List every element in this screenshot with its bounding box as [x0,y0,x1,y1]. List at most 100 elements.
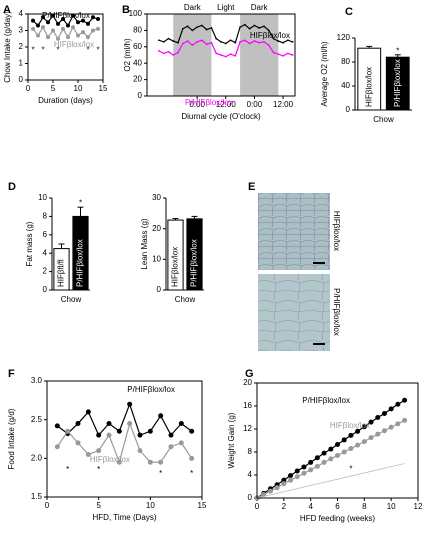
y-tick-label: 0 [248,493,253,502]
point [76,20,80,25]
point [253,24,256,27]
point [106,421,112,427]
point [402,417,408,423]
point [191,29,194,32]
scale-bar [313,343,325,345]
point [75,421,81,427]
point [308,459,314,465]
scale-bar [313,262,325,264]
panel-label: F [8,368,15,380]
x-axis-label: HFD, Time (Days) [93,513,157,522]
annotation: * [159,469,162,478]
point [201,24,203,27]
y-tick-label: 80 [341,57,350,66]
point [46,20,50,25]
point [348,432,354,438]
point [75,440,81,446]
y-tick-label: 20 [133,75,142,84]
series-label: P/HIFβlox/lox [42,11,90,20]
x-axis-label: Chow [175,295,196,304]
point [191,44,194,47]
point [294,474,300,480]
y-tick-label: 16 [243,401,252,410]
point [282,54,284,57]
image-label: P/HIFβlox/lox [332,288,341,336]
series-label: HIFβlox/lox [54,40,94,49]
y-tick-label: 0 [19,75,24,84]
point [86,35,90,40]
point [239,26,241,29]
series-line [256,463,405,499]
point [81,18,85,23]
panel-label: B [122,4,130,16]
category-label: HIFβlox/lox [364,67,373,107]
panel-label: D [8,181,16,193]
point [205,28,208,31]
point [51,13,55,18]
point [272,51,275,54]
point [36,23,40,28]
point [167,37,170,40]
point [335,452,340,458]
point [368,435,374,441]
point [168,432,174,438]
x-tick-label: 5 [51,84,56,93]
x-tick-label: 0 [255,502,260,511]
y-axis-label: Food Intake (g/d) [7,408,16,469]
x-axis-label: Duration (days) [38,96,93,105]
annotation: * [349,464,352,473]
image-label: HIFβlox/lox [332,211,341,251]
y-tick-label: 0 [138,91,143,100]
y-tick-label: 80 [133,26,142,35]
x-tick-label: 10 [74,84,83,93]
point [381,410,387,416]
point [54,444,60,450]
x-axis-label: Chow [373,115,394,124]
series-label: P/HIFβlox/lox [302,396,350,405]
point [258,27,261,29]
point [210,27,213,29]
point [258,41,261,44]
annotation: * [396,46,399,55]
point [189,455,195,461]
point [186,40,189,42]
point [328,446,334,452]
y-tick-label: 2.5 [31,415,43,424]
band [240,14,279,96]
point [291,54,294,56]
point [162,40,165,43]
point [355,442,361,448]
x-tick-label: 12:00 [216,100,237,109]
series-label: P/HIFβlox/lox [185,98,233,107]
point [291,40,294,43]
x-tick-label: 0 [45,501,50,510]
y-axis-label: Chow Intake (g/day) [3,11,12,83]
point [248,42,251,45]
y-tick-label: 2 [19,42,24,51]
point [267,44,270,47]
point [301,464,307,470]
x-tick-label: 10 [387,502,396,511]
axes [354,38,412,111]
x-tick-label: 10 [146,501,155,510]
panel-label: E [248,181,255,193]
point [224,55,227,58]
axes [51,198,90,291]
point [286,39,289,42]
histology-image [258,193,330,270]
band [173,14,212,96]
point [66,35,70,40]
plot-frame [146,13,296,97]
point [147,459,153,465]
y-axis-label: Weight Gain (g) [227,412,236,468]
point [253,40,256,42]
point [224,42,227,45]
point [178,440,184,446]
point [277,40,280,42]
x-tick-label: 8 [362,502,367,511]
point [248,27,251,30]
x-axis-label: Chow [61,295,82,304]
point [76,33,80,38]
category-label: P/HIFβlox/lox [393,59,402,107]
